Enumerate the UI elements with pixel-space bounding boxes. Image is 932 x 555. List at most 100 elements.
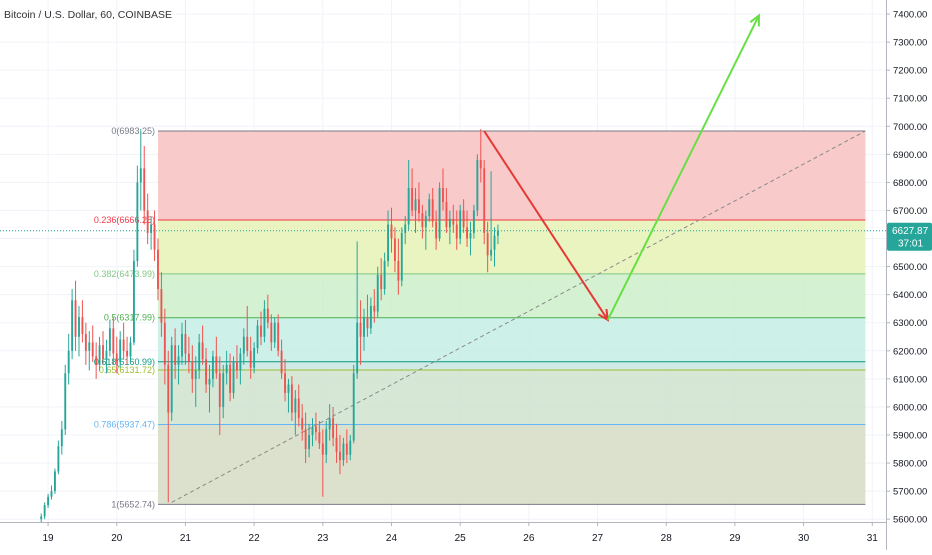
price-badge-bg [887, 222, 932, 251]
candle-3 [50, 485, 53, 500]
x-tick-label-2: 21 [180, 533, 192, 544]
candle-94 [363, 308, 365, 351]
candle-body-78 [308, 435, 311, 450]
trend-line[interactable] [171, 130, 866, 503]
x-tick-label-11: 30 [798, 533, 810, 544]
x-tick-label-8: 27 [592, 533, 604, 544]
arrows[interactable] [483, 13, 760, 322]
candle-body-45 [194, 370, 197, 379]
candle-75 [297, 384, 300, 427]
price-badge-countdown: 37:01 [898, 239, 923, 250]
candle-22 [115, 336, 118, 374]
candle-body-83 [325, 429, 328, 455]
y-tick-label-7: 6300.00 [893, 318, 927, 329]
candle-body-102 [390, 224, 393, 239]
candle-74 [294, 390, 297, 435]
y-tick-label-5: 6100.00 [893, 374, 927, 385]
price-axis-panel[interactable] [886, 0, 932, 550]
candle-body-36 [163, 322, 166, 365]
candle-124 [466, 210, 468, 247]
candle-body-81 [318, 432, 321, 444]
candle-5 [57, 440, 60, 475]
candle-body-60 [246, 336, 249, 351]
candle-73 [290, 376, 293, 421]
candle-body-14 [88, 342, 91, 351]
candle-body-121 [455, 224, 458, 239]
candle-body-131 [490, 249, 493, 256]
candle-40 [177, 345, 180, 385]
candle-body-89 [345, 443, 348, 455]
fib-retracement[interactable]: 0(6983.25) 0.236(6666.25) 0.382(6473.99) 0.… [94, 126, 866, 509]
x-tick-label-3: 22 [249, 533, 261, 544]
candle-113 [428, 193, 431, 222]
candle-body-30 [143, 168, 146, 211]
candle-body-126 [472, 210, 475, 233]
candle-body-123 [462, 210, 465, 228]
candle-26 [129, 336, 132, 363]
fib-zone-0 [157, 130, 866, 220]
candle-body-72 [287, 384, 290, 393]
candle-4 [54, 468, 56, 494]
candle-17 [98, 336, 101, 371]
candle-122 [459, 204, 462, 245]
candle-body-37 [167, 364, 170, 413]
candle-51 [215, 336, 218, 379]
candle-body-40 [177, 356, 180, 365]
candle-body-58 [239, 353, 242, 371]
candle-102 [390, 207, 393, 253]
candle-body-3 [50, 491, 53, 497]
candle-112 [424, 210, 427, 250]
candle-43 [187, 336, 190, 374]
candle-111 [421, 204, 424, 239]
candle-2 [47, 493, 50, 508]
candle-68 [273, 317, 276, 348]
candle-body-10 [74, 300, 77, 337]
arrow-head-1 [749, 13, 760, 27]
candle-98 [376, 266, 379, 318]
candle-87 [339, 435, 341, 475]
time-axis-panel[interactable] [0, 522, 886, 550]
candle-71 [284, 359, 286, 402]
y-tick-label-15: 7100.00 [893, 94, 927, 105]
candle-body-124 [466, 227, 468, 239]
candle-32 [150, 216, 153, 250]
candle-body-32 [150, 224, 153, 233]
candle-body-96 [369, 305, 372, 329]
candle-body-79 [311, 426, 314, 435]
candle-105 [400, 227, 403, 287]
price-badge[interactable]: 6627.87 37:01 [887, 222, 932, 251]
y-tick-label-8: 6400.00 [893, 290, 927, 301]
candle-119 [448, 210, 451, 245]
fib-label-3: 0.5(6317.99) [104, 313, 155, 323]
candle-88 [342, 437, 345, 466]
candle-8 [67, 333, 70, 385]
candle-50 [211, 350, 214, 388]
candle-37 [167, 350, 170, 503]
candle-118 [445, 188, 448, 233]
candle-body-61 [249, 350, 252, 368]
candle-52 [218, 356, 221, 435]
candle-19 [105, 339, 108, 374]
candle-body-27 [132, 261, 135, 343]
arrow-1[interactable] [606, 13, 760, 321]
candle-body-87 [339, 451, 341, 461]
candle-body-120 [452, 218, 455, 225]
candle-body-15 [91, 342, 94, 357]
arrow-shaft-1[interactable] [606, 14, 760, 321]
candle-69 [277, 314, 280, 357]
candle-body-38 [170, 345, 173, 413]
x-tick-label-0: 19 [43, 533, 55, 544]
arrow-shaft-0[interactable] [483, 130, 609, 321]
candle-body-22 [115, 353, 118, 363]
candle-body-133 [497, 230, 499, 236]
fib-zone-4 [157, 361, 866, 370]
y-tick-label-1: 5700.00 [893, 487, 927, 498]
candle-23 [119, 331, 122, 368]
candle-body-1 [43, 505, 46, 517]
candle-body-39 [174, 345, 177, 365]
candle-86 [335, 423, 338, 464]
trend-line-dashed[interactable] [171, 130, 866, 503]
candle-24 [122, 322, 125, 360]
